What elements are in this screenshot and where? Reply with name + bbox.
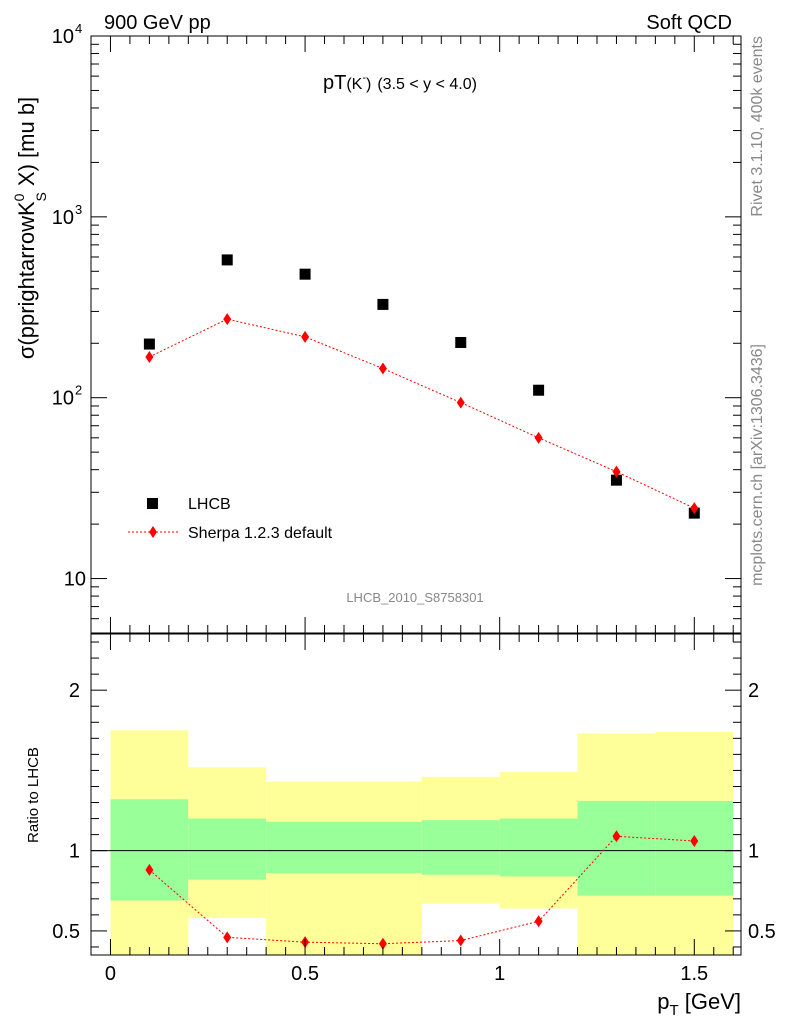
title-sup: - — [362, 72, 366, 84]
sherpa-data-point — [456, 396, 465, 409]
ratio-sherpa-point — [378, 937, 387, 950]
mcplots-label: mcplots.cern.ch [arXiv:1306.3436] — [749, 344, 766, 586]
ylabel-post: X) [mu b] — [14, 97, 39, 192]
ratio-sherpa-point — [534, 915, 543, 928]
lhcb-data-point — [221, 254, 233, 266]
sherpa-data-point — [690, 502, 699, 515]
sherpa-data-point — [378, 362, 387, 375]
ylabel-sub: S — [33, 192, 49, 201]
rivet-label: Rivet 3.1.10, 400k events — [749, 36, 766, 217]
xlabel-post: [GeV] — [679, 989, 741, 1014]
ylabel-sup: 0 — [11, 193, 27, 201]
main-y-tick-label: 10 — [52, 26, 74, 48]
main-y-tick-exponent: 4 — [75, 21, 82, 36]
xlabel-pre: p — [657, 989, 669, 1014]
lhcb-data-point — [299, 268, 311, 280]
main-y-tick-label: 10 — [52, 388, 74, 410]
sherpa-data-point — [223, 313, 232, 326]
stat-uncertainty-band — [655, 800, 734, 896]
header-right: Soft QCD — [646, 12, 732, 34]
x-tick-label: 0 — [105, 963, 116, 985]
analysis-watermark: LHCB_2010_S8758301 — [346, 590, 483, 605]
ratio-panel: 0.5 0.5 1 1 2 2 0 0.5 1 1.5 Ratio to LHCB pT [GeV… — [25, 633, 776, 1019]
ratio-sherpa-line — [149, 835, 695, 945]
sherpa-data-point — [145, 350, 154, 363]
lhcb-data-point — [610, 474, 622, 486]
main-y-tick-label: 10 — [64, 569, 86, 591]
main-y-tick-label: 10 — [52, 207, 74, 229]
title-close: ) — [366, 76, 371, 93]
stat-uncertainty-band — [266, 821, 344, 874]
title-main: pT — [323, 72, 346, 94]
ratio-sherpa-point — [456, 934, 465, 947]
legend-lhcb-marker — [147, 498, 158, 509]
legend-sherpa-marker — [149, 526, 157, 538]
ratio-y-tick-label-right: 1 — [748, 841, 759, 863]
lhcb-data-point — [455, 336, 467, 348]
stat-uncertainty-band — [343, 821, 422, 874]
x-tick-label: 1 — [494, 963, 505, 985]
ratio-y-tick-label-right: 2 — [748, 680, 759, 702]
lhcb-data-point — [377, 298, 389, 310]
stat-uncertainty-band — [421, 820, 500, 875]
stat-uncertainty-band — [110, 799, 189, 901]
sherpa-data-point — [534, 431, 543, 444]
sherpa-data-point — [301, 330, 310, 343]
ratio-y-label: Ratio to LHCB — [25, 747, 42, 843]
legend-sherpa-label: Sherpa 1.2.3 default — [188, 525, 333, 542]
title-range: (3.5 < y < 4.0) — [377, 76, 477, 93]
ratio-y-tick-label-left: 1 — [69, 841, 80, 863]
lhcb-data-point — [143, 338, 155, 350]
header-left: 900 GeV pp — [104, 12, 211, 34]
xlabel-sub: T — [669, 1002, 678, 1019]
stat-uncertainty-band — [499, 818, 578, 877]
ratio-y-tick-label-right: 0.5 — [748, 921, 776, 943]
ratio-sherpa-point — [223, 931, 232, 944]
x-tick-label: 1.5 — [680, 963, 708, 985]
ratio-y-tick-label-left: 0.5 — [52, 921, 80, 943]
stat-uncertainty-band — [577, 800, 656, 896]
ratio-sherpa-point — [145, 863, 154, 876]
legend-lhcb-label: LHCB — [188, 496, 231, 513]
legend: LHCB Sherpa 1.2.3 default — [128, 496, 333, 542]
x-axis-label: pT [GeV] — [657, 989, 741, 1019]
ylabel-pre: σ(pprightarrowK — [14, 201, 39, 359]
main-y-tick-exponent: 2 — [75, 383, 82, 398]
main-title: pT(K-) (3.5 < y < 4.0) — [323, 72, 477, 94]
title-particle: (K — [346, 76, 362, 93]
main-frame — [90, 35, 742, 634]
main-y-tick-exponent: 3 — [75, 202, 82, 217]
stat-uncertainty-band — [188, 818, 267, 880]
sherpa-data-point — [612, 465, 621, 478]
ratio-sherpa-point — [690, 835, 699, 848]
ratio-y-tick-label-left: 2 — [69, 680, 80, 702]
x-tick-label: 0.5 — [291, 963, 319, 985]
main-y-label: σ(pprightarrowK0 S X) [mu b] — [11, 97, 49, 359]
lhcb-data-point — [533, 384, 545, 396]
sherpa-line — [149, 318, 695, 509]
ratio-sherpa-point — [612, 830, 621, 843]
ratio-frame — [90, 633, 742, 956]
